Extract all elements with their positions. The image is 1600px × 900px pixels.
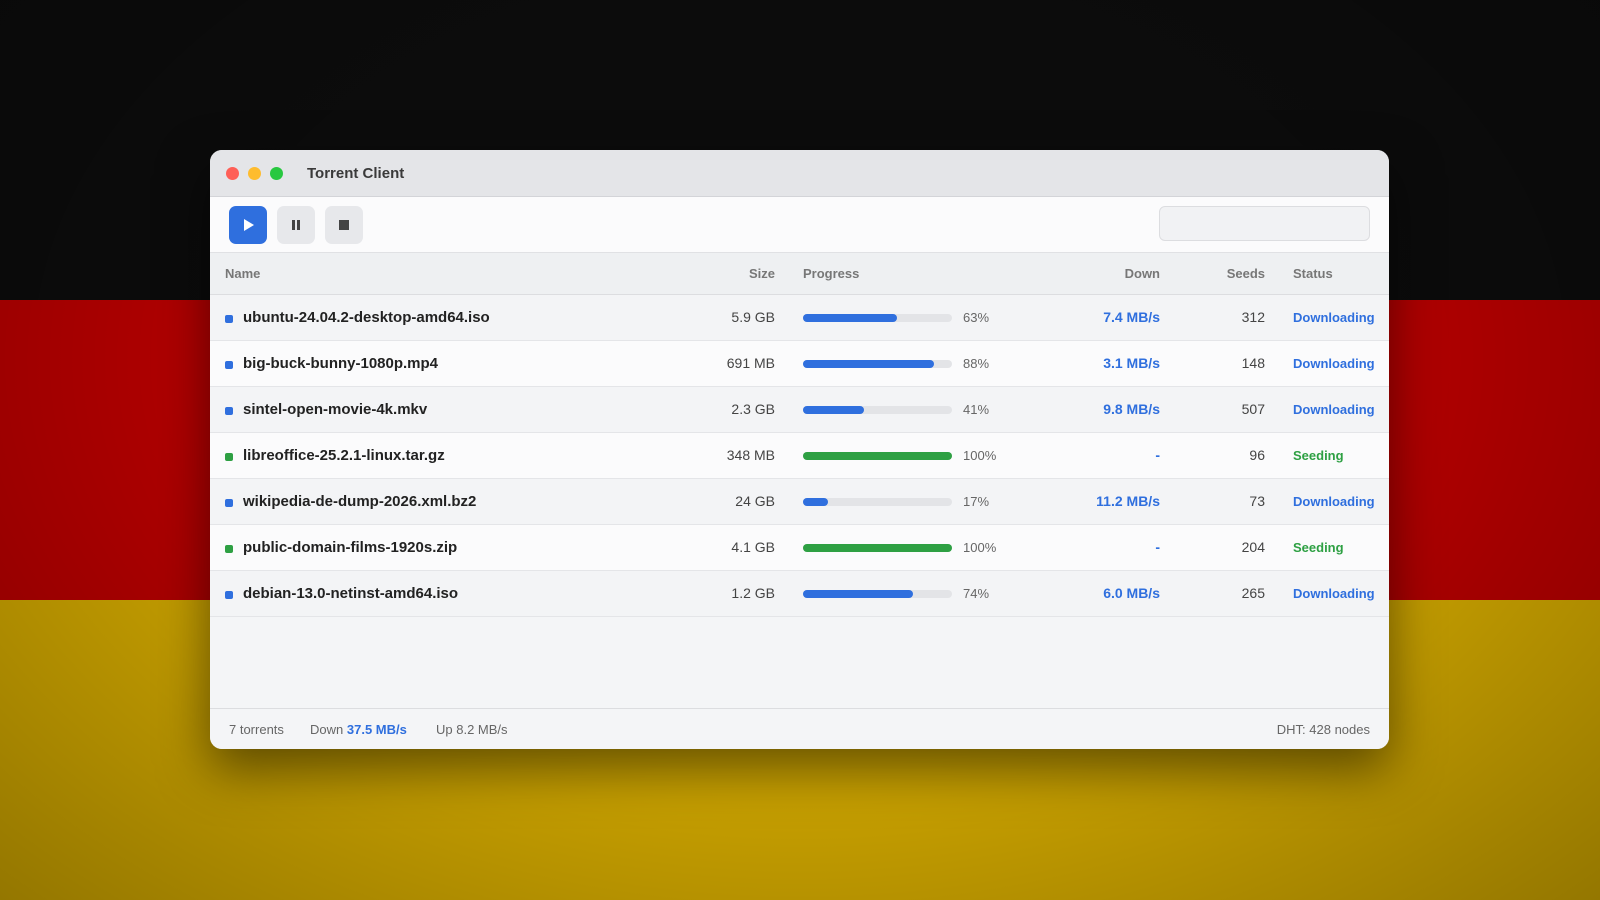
window: Torrent Client Name Size Progress Down Seeds… <box>210 150 1389 749</box>
size: 348 MB <box>726 447 775 463</box>
status-dot <box>225 591 233 599</box>
play-icon <box>244 219 254 231</box>
down-rate: 7.4 MB/s <box>1103 309 1160 325</box>
up-total: Up 8.2 MB/s <box>436 722 508 737</box>
progress-bar <box>803 498 829 506</box>
torrent-row[interactable]: libreoffice-25.2.1-linux.tar.gz 348 MB 100… <box>210 433 1389 479</box>
progress-track <box>803 406 952 414</box>
progress-label: 74% <box>963 586 990 601</box>
size: 1.2 GB <box>731 585 775 601</box>
status: Downloading <box>1293 310 1375 325</box>
size: 2.3 GB <box>731 401 775 417</box>
down-rate: 3.1 MB/s <box>1103 355 1160 371</box>
search-box[interactable] <box>1159 206 1370 241</box>
down-value: 37.5 MB/s <box>346 722 407 737</box>
down-rate: - <box>1155 447 1160 463</box>
title-bar: Torrent Client <box>210 150 1389 197</box>
status-dot <box>225 499 233 507</box>
column-header: Seeds <box>1226 266 1265 281</box>
status: Seeding <box>1293 448 1344 463</box>
column-header: Down <box>1124 266 1160 281</box>
torrent-row[interactable]: wikipedia-de-dump-2026.xml.bz2 24 GB 17% 11… <box>210 479 1389 525</box>
down-label: Down <box>310 722 344 737</box>
torrent-name: debian-13.0-netinst-amd64.iso <box>243 585 459 602</box>
torrent-row[interactable]: ubuntu-24.04.2-desktop-amd64.iso 5.9 GB 63… <box>210 295 1389 341</box>
progress-label: 100% <box>963 540 997 555</box>
down-rate: 9.8 MB/s <box>1103 401 1160 417</box>
torrent-row[interactable]: public-domain-films-1920s.zip 4.1 GB 100% -… <box>210 525 1389 571</box>
maximize-button[interactable] <box>270 167 283 180</box>
table-header: Name Size Progress Down Seeds Status <box>210 253 1389 295</box>
status: Downloading <box>1293 402 1375 417</box>
progress-bar <box>803 360 935 368</box>
start-button[interactable] <box>229 206 267 244</box>
progress-label: 100% <box>963 448 997 463</box>
progress-bar <box>803 406 865 414</box>
column-header: Status <box>1293 266 1333 281</box>
status: Downloading <box>1293 356 1375 371</box>
pause-icon <box>292 220 300 230</box>
column-header: Size <box>748 266 775 281</box>
seeds: 312 <box>1241 309 1265 325</box>
size: 5.9 GB <box>731 309 775 325</box>
progress-label: 17% <box>963 494 990 509</box>
down-rate: 11.2 MB/s <box>1096 493 1160 509</box>
progress-label: 63% <box>963 310 990 325</box>
progress-bar <box>803 452 952 460</box>
torrent-row[interactable]: debian-13.0-netinst-amd64.iso 1.2 GB 74% 6.… <box>210 571 1389 617</box>
column-header: Name <box>225 266 261 281</box>
down-total: Down 37.5 MB/s <box>310 722 407 737</box>
progress-bar <box>803 590 914 598</box>
torrent-name: public-domain-films-1920s.zip <box>243 539 458 556</box>
seeds: 507 <box>1241 401 1265 417</box>
progress-label: 41% <box>963 402 990 417</box>
size: 691 MB <box>726 355 775 371</box>
seeds: 265 <box>1241 585 1265 601</box>
down-rate: 6.0 MB/s <box>1103 585 1160 601</box>
torrent-name: ubuntu-24.04.2-desktop-amd64.iso <box>243 309 490 326</box>
torrent-name: sintel-open-movie-4k.mkv <box>243 401 428 418</box>
seeds: 96 <box>1249 447 1265 463</box>
status: Downloading <box>1293 586 1375 601</box>
seeds: 204 <box>1241 539 1265 555</box>
status: Downloading <box>1293 494 1375 509</box>
status-bar: 7 torrents Down 37.5 MB/s Up 8.2 MB/s DH… <box>210 708 1389 749</box>
column-header: Progress <box>803 266 860 281</box>
dht-status: DHT: 428 nodes <box>1276 722 1370 737</box>
stop-icon <box>339 220 349 230</box>
torrent-row[interactable]: big-buck-bunny-1080p.mp4 691 MB 88% 3.1 MB/… <box>210 341 1389 387</box>
pause-button[interactable] <box>277 206 315 244</box>
toolbar <box>210 197 1389 253</box>
status-dot <box>225 545 233 553</box>
progress-bar <box>803 314 897 322</box>
close-button[interactable] <box>226 167 239 180</box>
progress-bar <box>803 544 952 552</box>
minimize-button[interactable] <box>248 167 261 180</box>
stop-button[interactable] <box>325 206 363 244</box>
torrent-row[interactable]: sintel-open-movie-4k.mkv 2.3 GB 41% 9.8 MB/… <box>210 387 1389 433</box>
status-dot <box>225 315 233 323</box>
status-dot <box>225 453 233 461</box>
size: 4.1 GB <box>731 539 775 555</box>
torrent-count: 7 torrents <box>229 722 284 737</box>
seeds: 73 <box>1249 493 1265 509</box>
torrent-name: libreoffice-25.2.1-linux.tar.gz <box>243 447 445 464</box>
torrent-name: big-buck-bunny-1080p.mp4 <box>243 355 439 372</box>
status-dot <box>225 361 233 369</box>
size: 24 GB <box>735 493 775 509</box>
status: Seeding <box>1293 540 1344 555</box>
progress-label: 88% <box>963 356 990 371</box>
torrent-name: wikipedia-de-dump-2026.xml.bz2 <box>243 493 477 510</box>
status-dot <box>225 407 233 415</box>
progress-track <box>803 498 952 506</box>
down-rate: - <box>1155 539 1160 555</box>
window-title: Torrent Client <box>307 165 405 182</box>
seeds: 148 <box>1241 355 1265 371</box>
